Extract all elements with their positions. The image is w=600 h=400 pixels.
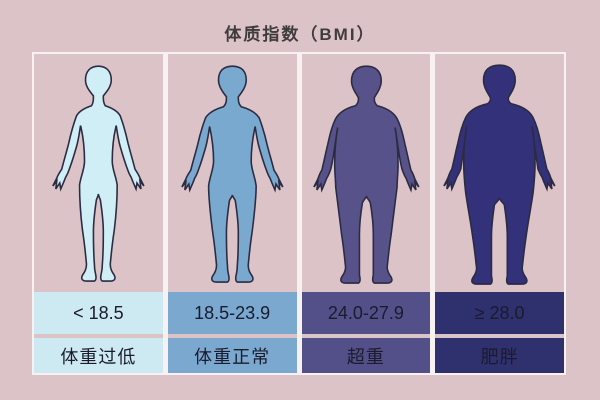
bmi-column-underweight: < 18.5 体重过低 (34, 54, 163, 373)
bmi-table: < 18.5 体重过低 18.5-23.9 体重正常 24.0-27.9 超重 … (32, 52, 566, 375)
page-title: 体质指数（BMI） (224, 25, 376, 44)
body-obese-icon (443, 64, 556, 285)
bmi-label-obese: 肥胖 (435, 338, 564, 373)
bmi-range-normal: 18.5-23.9 (167, 292, 297, 334)
figure-cell (302, 54, 431, 288)
figure-cell (34, 54, 163, 288)
bmi-column-normal: 18.5-23.9 体重正常 (167, 54, 297, 373)
body-overweight-icon (312, 65, 420, 284)
bmi-label-overweight: 超重 (301, 338, 431, 373)
figure-cell (168, 54, 297, 288)
bmi-label-normal: 体重正常 (167, 338, 297, 373)
bmi-column-obese: ≥ 28.0 肥胖 (435, 54, 564, 373)
figure-cell (435, 54, 564, 288)
bmi-range-underweight: < 18.5 (34, 292, 163, 334)
bmi-range-obese: ≥ 28.0 (435, 292, 564, 334)
bmi-column-overweight: 24.0-27.9 超重 (301, 54, 431, 373)
bmi-label-underweight: 体重过低 (34, 338, 163, 373)
body-normal-icon (180, 65, 284, 283)
bmi-range-overweight: 24.0-27.9 (301, 292, 431, 334)
body-underweight-icon (52, 65, 145, 282)
